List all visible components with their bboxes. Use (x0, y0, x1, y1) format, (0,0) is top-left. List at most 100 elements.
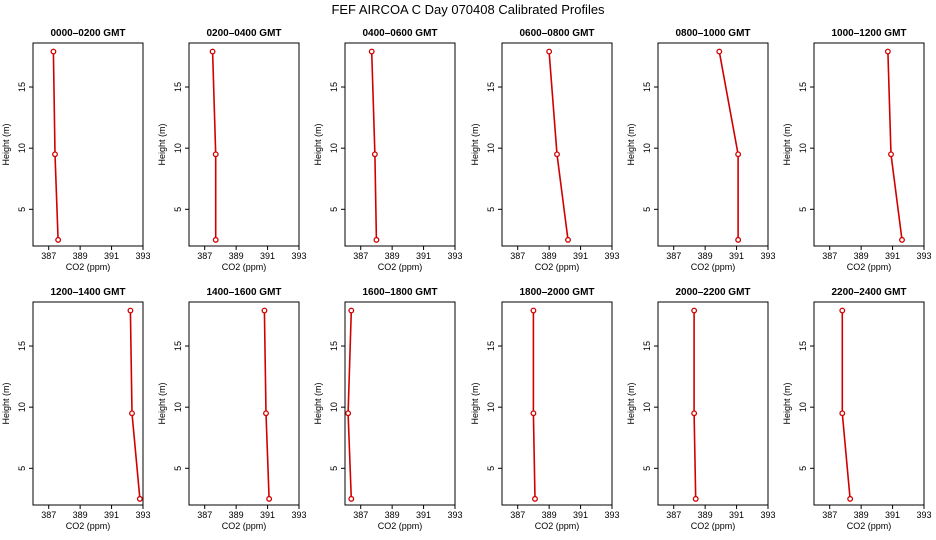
plot-frame (344, 301, 456, 506)
y-tick-label: 10 (329, 143, 339, 153)
profile-line (211, 51, 217, 240)
x-tick-label: 387 (822, 251, 837, 261)
y-tick-label: 15 (173, 82, 183, 92)
x-tick-label: 391 (260, 251, 275, 261)
y-tick-label: 10 (642, 402, 652, 412)
figure-title: FEF AIRCOA C Day 070408 Calibrated Profi… (331, 2, 605, 17)
y-tick-label: 15 (329, 82, 339, 92)
x-tick-label: 391 (416, 510, 431, 520)
data-point (735, 151, 742, 158)
x-tick-label: 393 (135, 251, 150, 261)
y-tick-label: 15 (642, 341, 652, 351)
profile-line (263, 310, 270, 499)
data-point (371, 151, 378, 158)
data-point (691, 410, 698, 417)
y-tick-label: 5 (173, 466, 183, 471)
x-tick-label: 391 (104, 251, 119, 261)
x-tick-label: 391 (885, 251, 900, 261)
data-point (368, 48, 375, 55)
y-tick-label: 5 (173, 207, 183, 212)
x-tick-label: 389 (229, 510, 244, 520)
panel-title: 1200–1400 GMT (50, 287, 125, 298)
profile-panel-9: 1600–1800 GMT 387 389 391 393 5 10 15 CO2 (ppm) H… (313, 287, 463, 531)
y-tick-label: 15 (486, 82, 496, 92)
profile-panel-2: 0200–0400 GMT 387 389 391 393 5 10 15 CO2 (ppm) H… (157, 28, 307, 272)
x-tick-label: 389 (385, 251, 400, 261)
data-point (839, 307, 846, 314)
y-tick-label: 10 (642, 143, 652, 153)
y-tick-label: 5 (17, 207, 27, 212)
x-tick-label: 387 (197, 251, 212, 261)
profile-panel-5: 0800–1000 GMT 387 389 391 393 5 10 15 CO2 (ppm) H… (626, 28, 776, 272)
profile-line (347, 310, 353, 499)
y-axis-label: Height (m) (782, 382, 792, 424)
panel-title: 0800–1000 GMT (675, 28, 750, 39)
x-tick-label: 391 (573, 251, 588, 261)
data-point (735, 236, 742, 243)
plot-frame (32, 42, 144, 247)
plot-frame (813, 42, 925, 247)
x-tick-label: 393 (760, 251, 775, 261)
data-point (716, 48, 723, 55)
y-tick-label: 10 (17, 143, 27, 153)
data-point (212, 151, 219, 158)
x-tick-label: 393 (447, 510, 462, 520)
x-tick-label: 387 (666, 510, 681, 520)
x-tick-label: 387 (666, 251, 681, 261)
y-tick-label: 15 (329, 341, 339, 351)
y-axis-label: Height (m) (626, 123, 636, 165)
x-tick-label: 387 (197, 510, 212, 520)
profile-line (532, 310, 536, 499)
x-tick-label: 389 (229, 251, 244, 261)
x-tick-label: 389 (385, 510, 400, 520)
data-point (692, 495, 699, 502)
y-tick-label: 15 (486, 341, 496, 351)
x-axis-label: CO2 (ppm) (691, 521, 736, 531)
profile-line (52, 51, 59, 240)
data-point (888, 151, 894, 158)
data-point (847, 495, 854, 502)
plot-frame (188, 42, 300, 247)
panel-title: 0600–0800 GMT (519, 28, 594, 39)
x-axis-label: CO2 (ppm) (691, 262, 736, 272)
data-point (884, 48, 891, 55)
profile-panel-10: 1800–2000 GMT 387 389 391 393 5 10 15 CO2 (ppm) H… (470, 287, 620, 531)
data-point (532, 495, 538, 502)
data-point (127, 307, 134, 314)
x-tick-label: 391 (729, 510, 744, 520)
plot-frame (501, 42, 613, 247)
data-point (546, 48, 553, 55)
x-tick-label: 389 (542, 510, 557, 520)
y-tick-label: 10 (329, 402, 339, 412)
y-axis-label: Height (m) (470, 382, 480, 424)
x-tick-label: 387 (353, 251, 368, 261)
x-tick-label: 393 (291, 510, 306, 520)
x-tick-label: 393 (291, 251, 306, 261)
y-tick-label: 10 (173, 143, 183, 153)
data-point (373, 236, 380, 243)
y-axis-label: Height (m) (157, 382, 167, 424)
y-tick-label: 10 (486, 143, 496, 153)
y-axis-label: Height (m) (782, 123, 792, 165)
y-tick-label: 15 (17, 341, 27, 351)
x-tick-label: 389 (73, 510, 88, 520)
profile-panel-6: 1000–1200 GMT 387 389 391 393 5 10 15 CO2 (ppm) H… (782, 28, 932, 272)
panel-title: 0200–0400 GMT (206, 28, 281, 39)
x-tick-label: 391 (260, 510, 275, 520)
y-axis-label: Height (m) (157, 123, 167, 165)
y-tick-label: 5 (17, 466, 27, 471)
panel-title: 1000–1200 GMT (831, 28, 906, 39)
data-point (691, 307, 698, 314)
data-point (129, 410, 135, 417)
y-tick-label: 5 (642, 466, 652, 471)
x-tick-label: 387 (41, 251, 56, 261)
x-tick-label: 391 (729, 251, 744, 261)
profile-line (718, 51, 739, 240)
x-tick-label: 387 (41, 510, 56, 520)
x-axis-label: CO2 (ppm) (222, 521, 267, 531)
x-tick-label: 389 (73, 251, 88, 261)
profile-line (370, 51, 378, 240)
y-axis-label: Height (m) (1, 123, 11, 165)
profile-panel-1: 0000–0200 GMT 387 389 391 393 5 10 15 CO2 (ppm) H… (1, 28, 151, 272)
